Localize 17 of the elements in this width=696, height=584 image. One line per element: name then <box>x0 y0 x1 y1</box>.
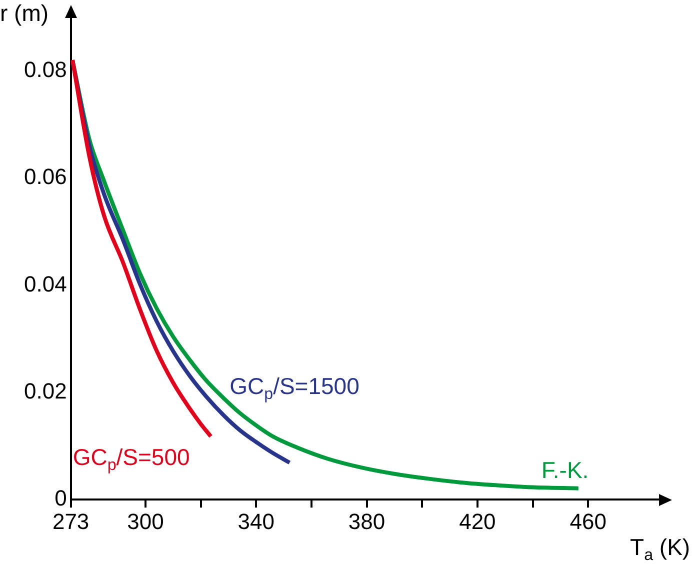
series-label: GC$_{p}$/S=1500 <box>230 372 360 404</box>
line-series <box>70 58 213 438</box>
x-tick-label: 340 <box>238 508 275 534</box>
y-tick-label: 0.04 <box>24 271 67 296</box>
x-tick-label: 420 <box>459 508 496 534</box>
series-label: GC$_{p}$/S=500 <box>72 444 190 476</box>
x-tick-label: 300 <box>127 508 164 534</box>
x-tick-label: 460 <box>570 508 606 534</box>
y-tick-label: 0.06 <box>24 164 67 190</box>
series-label: F.-K. <box>541 457 589 484</box>
y-tick-label: 0.08 <box>24 56 67 82</box>
y-tick-label: 0 <box>54 486 67 511</box>
x-tick-label: 273 <box>52 508 90 534</box>
x-axis-title: T$_{a}$ (K) <box>630 534 690 564</box>
x-tick-label: 380 <box>348 508 386 534</box>
y-tick-label: 0.02 <box>24 378 67 404</box>
y-axis-title: r (m) <box>0 0 49 27</box>
